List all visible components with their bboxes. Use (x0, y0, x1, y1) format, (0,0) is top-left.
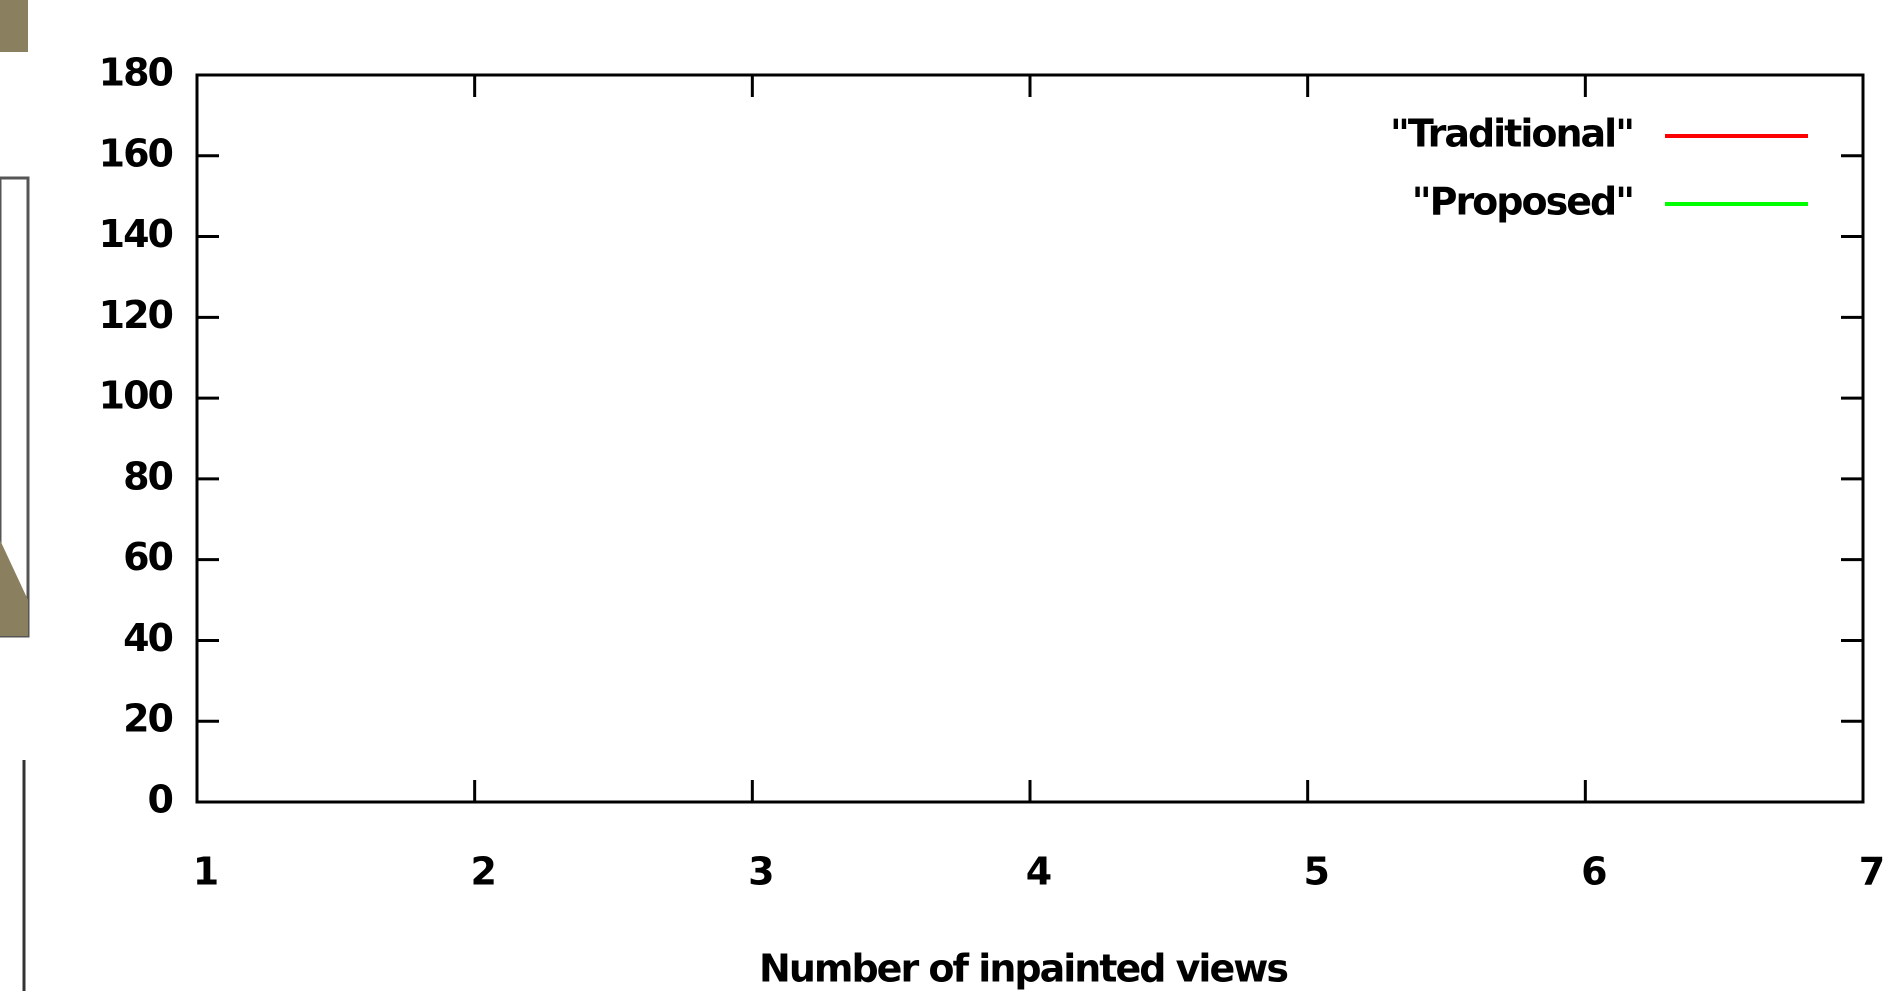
y-tick-label: 60 (123, 535, 172, 579)
y-tick-label: 40 (123, 616, 172, 660)
y-tick-label: 120 (99, 293, 173, 337)
x-tick-label: 1 (193, 850, 217, 894)
y-tick-label: 180 (99, 51, 173, 95)
x-axis-label: Number of inpainted views (759, 947, 1287, 991)
chart: Number of inpainted views 02040608010012… (0, 0, 1903, 991)
y-tick-label: 140 (99, 212, 173, 256)
y-tick-label: 160 (99, 131, 173, 175)
y-tick-label: 20 (123, 697, 172, 741)
legend-label: "Traditional" (1390, 112, 1633, 156)
image-fragment (0, 0, 28, 52)
legend-label: "Proposed" (1412, 180, 1633, 224)
x-tick-label: 4 (1026, 850, 1051, 894)
x-tick-label: 3 (748, 850, 772, 894)
image-fragment (0, 540, 28, 636)
x-tick-label: 7 (1859, 850, 1883, 894)
y-tick-label: 80 (123, 454, 172, 498)
y-tick-label: 0 (148, 778, 173, 822)
x-tick-label: 2 (470, 850, 494, 894)
x-tick-label: 5 (1303, 850, 1327, 894)
y-tick-label: 100 (99, 374, 173, 418)
x-tick-label: 6 (1581, 850, 1606, 894)
